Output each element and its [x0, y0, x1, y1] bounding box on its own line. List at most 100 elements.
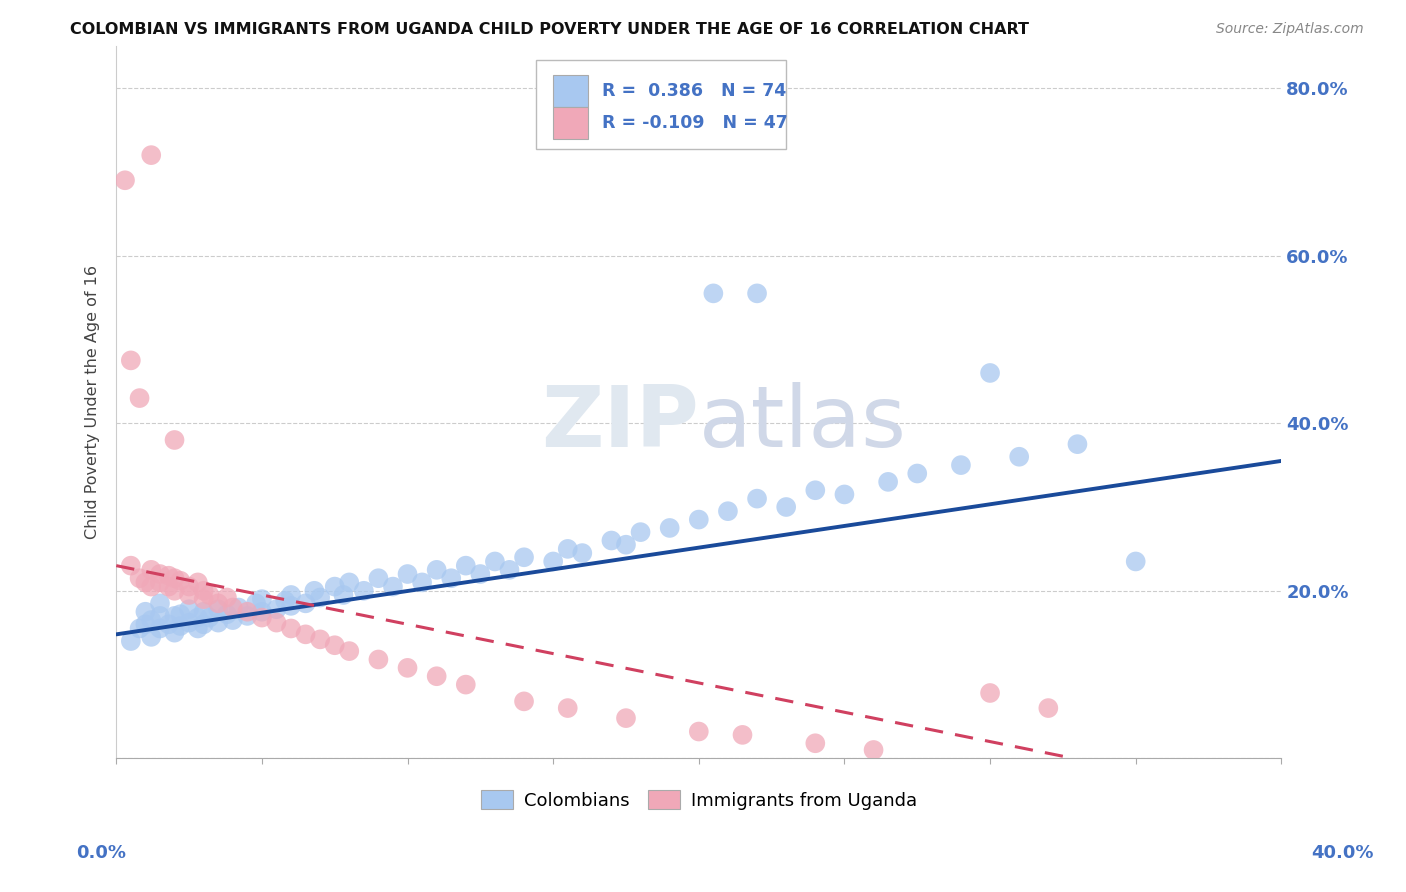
Colombians	[120, 634, 142, 648]
Immigrants from Uganda	[169, 574, 191, 588]
Y-axis label: Child Poverty Under the Age of 16: Child Poverty Under the Age of 16	[86, 265, 100, 540]
Colombians	[557, 541, 579, 556]
Colombians	[367, 571, 389, 585]
Colombians	[177, 615, 200, 630]
Text: Source: ZipAtlas.com: Source: ZipAtlas.com	[1216, 22, 1364, 37]
Colombians	[513, 550, 536, 565]
Colombians	[141, 630, 163, 644]
Immigrants from Uganda	[215, 591, 238, 605]
Immigrants from Uganda	[979, 686, 1001, 700]
Immigrants from Uganda	[128, 571, 150, 585]
Immigrants from Uganda	[149, 575, 172, 590]
Legend: Colombians, Immigrants from Uganda: Colombians, Immigrants from Uganda	[474, 783, 924, 817]
Colombians	[498, 563, 520, 577]
Immigrants from Uganda	[688, 724, 710, 739]
Colombians	[775, 500, 797, 514]
Immigrants from Uganda	[454, 678, 477, 692]
Immigrants from Uganda	[323, 638, 346, 652]
Text: ZIP: ZIP	[541, 382, 699, 465]
Colombians	[1008, 450, 1031, 464]
Colombians	[149, 622, 172, 636]
Colombians	[309, 591, 332, 605]
Colombians	[541, 554, 564, 568]
Colombians	[163, 608, 186, 623]
Colombians	[215, 607, 238, 622]
Immigrants from Uganda	[294, 627, 316, 641]
Colombians	[187, 610, 209, 624]
Colombians	[134, 617, 156, 632]
Colombians	[141, 613, 163, 627]
Immigrants from Uganda	[513, 694, 536, 708]
Colombians	[332, 588, 354, 602]
Text: atlas: atlas	[699, 382, 907, 465]
Colombians	[193, 605, 215, 619]
Colombians	[396, 567, 419, 582]
Colombians	[1125, 554, 1147, 568]
Immigrants from Uganda	[157, 568, 180, 582]
Colombians	[658, 521, 681, 535]
Immigrants from Uganda	[193, 592, 215, 607]
Immigrants from Uganda	[266, 615, 288, 630]
Immigrants from Uganda	[157, 580, 180, 594]
Colombians	[250, 592, 273, 607]
Text: R =  0.386   N = 74: R = 0.386 N = 74	[602, 82, 786, 100]
Immigrants from Uganda	[177, 588, 200, 602]
Colombians	[353, 583, 375, 598]
Immigrants from Uganda	[396, 661, 419, 675]
Immigrants from Uganda	[163, 583, 186, 598]
Immigrants from Uganda	[236, 605, 259, 619]
Immigrants from Uganda	[614, 711, 637, 725]
Colombians	[804, 483, 827, 498]
Colombians	[949, 458, 972, 472]
Colombians	[484, 554, 506, 568]
Colombians	[169, 607, 191, 622]
Colombians	[717, 504, 740, 518]
Colombians	[630, 525, 652, 540]
Colombians	[149, 596, 172, 610]
Colombians	[745, 491, 768, 506]
Immigrants from Uganda	[367, 652, 389, 666]
Immigrants from Uganda	[163, 433, 186, 447]
Immigrants from Uganda	[250, 610, 273, 624]
Colombians	[905, 467, 928, 481]
Colombians	[426, 563, 449, 577]
Colombians	[134, 605, 156, 619]
Colombians	[187, 622, 209, 636]
Colombians	[177, 602, 200, 616]
Colombians	[571, 546, 593, 560]
FancyBboxPatch shape	[553, 107, 588, 139]
Immigrants from Uganda	[1038, 701, 1060, 715]
Immigrants from Uganda	[557, 701, 579, 715]
Colombians	[688, 512, 710, 526]
Colombians	[250, 605, 273, 619]
Immigrants from Uganda	[207, 596, 229, 610]
Text: 0.0%: 0.0%	[76, 844, 127, 862]
Immigrants from Uganda	[141, 148, 163, 162]
Colombians	[323, 580, 346, 594]
Colombians	[337, 575, 360, 590]
Colombians	[979, 366, 1001, 380]
Colombians	[614, 538, 637, 552]
Immigrants from Uganda	[222, 600, 245, 615]
Colombians	[454, 558, 477, 573]
Colombians	[280, 599, 302, 613]
Immigrants from Uganda	[163, 571, 186, 585]
Immigrants from Uganda	[198, 588, 221, 602]
Colombians	[702, 286, 724, 301]
Immigrants from Uganda	[187, 575, 209, 590]
Immigrants from Uganda	[193, 583, 215, 598]
Colombians	[149, 608, 172, 623]
Immigrants from Uganda	[804, 736, 827, 750]
Immigrants from Uganda	[426, 669, 449, 683]
Colombians	[1066, 437, 1088, 451]
Colombians	[128, 622, 150, 636]
Immigrants from Uganda	[120, 558, 142, 573]
Immigrants from Uganda	[114, 173, 136, 187]
Colombians	[304, 583, 326, 598]
Colombians	[600, 533, 623, 548]
Immigrants from Uganda	[128, 391, 150, 405]
Text: 40.0%: 40.0%	[1312, 844, 1374, 862]
Colombians	[440, 571, 463, 585]
Immigrants from Uganda	[134, 575, 156, 590]
Colombians	[274, 594, 297, 608]
